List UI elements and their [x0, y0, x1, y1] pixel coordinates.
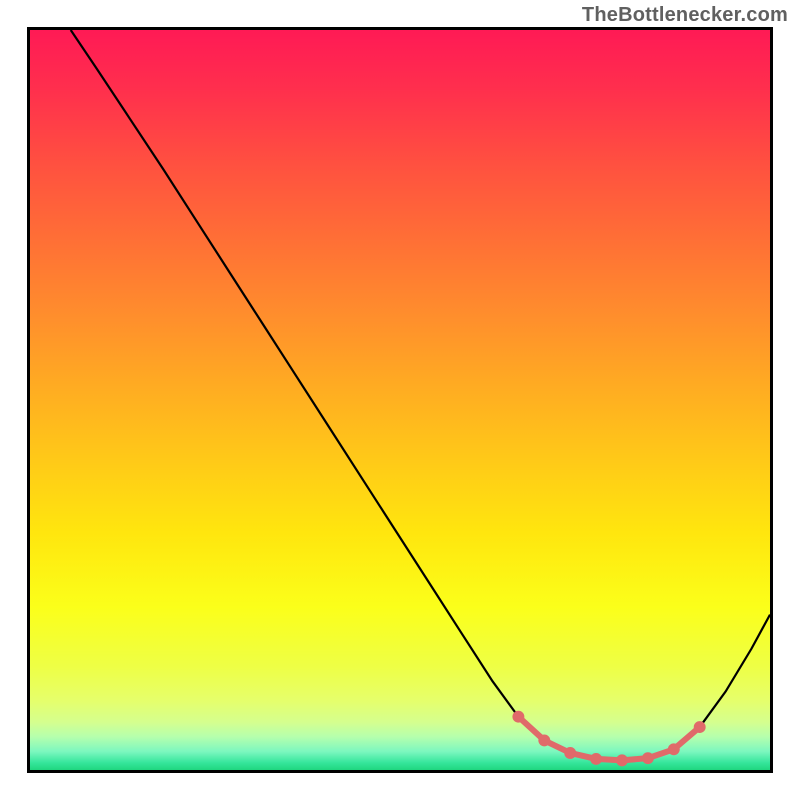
- valley-marker: [538, 734, 550, 746]
- valley-highlight: [512, 711, 705, 767]
- curve-layer: [30, 30, 770, 770]
- valley-marker: [590, 753, 602, 765]
- valley-marker: [616, 754, 628, 766]
- valley-marker: [694, 721, 706, 733]
- valley-marker: [668, 743, 680, 755]
- plot-area: [27, 27, 773, 773]
- chart-frame: TheBottlenecker.com: [0, 0, 800, 800]
- watermark-label: TheBottlenecker.com: [582, 4, 788, 27]
- bottleneck-curve: [71, 30, 770, 760]
- valley-marker: [564, 747, 576, 759]
- valley-marker: [512, 711, 524, 723]
- valley-marker: [642, 752, 654, 764]
